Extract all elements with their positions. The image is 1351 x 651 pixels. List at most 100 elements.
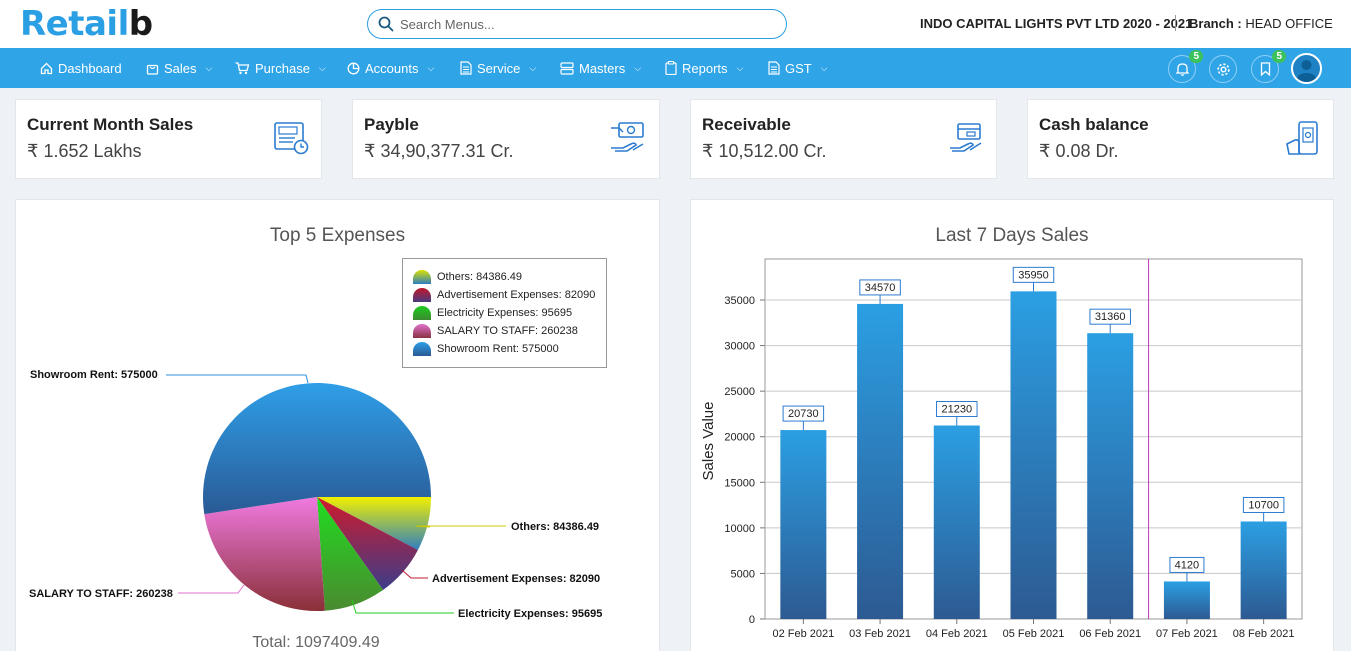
branch-info[interactable]: Branch : HEAD OFFICE: [1189, 16, 1333, 31]
slice-electricity[interactable]: [317, 497, 384, 611]
card-current-month-sales[interactable]: Current Month Sales ₹ 1.652 Lakhs: [15, 99, 322, 179]
nav-service[interactable]: Service ⌵: [460, 48, 536, 88]
card-payble[interactable]: Payble ₹ 34,90,377.31 Cr.: [352, 99, 660, 179]
slice-showroom-rent[interactable]: [203, 382, 431, 515]
sales-bar-chart: 0 5000 10000 15000 20000 25000 30000 35000 Sales…: [700, 258, 1303, 640]
notifications-badge: 5: [1189, 50, 1203, 63]
data-label: 10700: [1248, 499, 1279, 511]
y-tick-label: 10000: [724, 523, 755, 535]
x-tick-label: 08 Feb 2021: [1233, 628, 1295, 640]
bar[interactable]: [1087, 333, 1134, 619]
chevron-down-icon: ⌵: [318, 62, 326, 73]
search-icon: [378, 16, 394, 32]
slice-advertisement[interactable]: [317, 497, 418, 590]
pie-label-salary: SALARY TO STAFF: 260238: [29, 588, 173, 600]
bar[interactable]: [933, 425, 980, 619]
bar[interactable]: [1163, 581, 1210, 619]
data-label-box: [1012, 266, 1055, 283]
data-label-box: [936, 401, 978, 418]
y-tick-label: 0: [749, 614, 755, 626]
sale-calendar-icon: [274, 122, 309, 155]
notifications-button[interactable]: 5: [1168, 50, 1203, 83]
user-icon: [1296, 60, 1317, 82]
legend-item: Electricity Expenses: 95695: [413, 304, 572, 322]
bookmark-icon: [1260, 62, 1270, 76]
pie-label-advertisement: Advertisement Expenses: 82090: [432, 573, 601, 585]
leader-advertisement: [401, 569, 428, 579]
settings-button[interactable]: [1209, 55, 1237, 83]
search-input[interactable]: [400, 16, 760, 32]
nav-purchase[interactable]: Purchase ⌵: [235, 48, 326, 88]
data-label: 34570: [865, 282, 896, 294]
pie-label-electricity: Electricity Expenses: 95695: [458, 608, 603, 620]
panel-title: Last 7 Days Sales: [935, 225, 1089, 246]
data-label-box: [1089, 308, 1131, 325]
y-tick-label: 5000: [731, 568, 755, 580]
data-label-box: [859, 279, 901, 296]
card-cash-balance[interactable]: Cash balance ₹ 0.08 Dr.: [1027, 99, 1334, 179]
expenses-total: Total: 1097409.49: [252, 634, 380, 651]
top-expenses-panel: Top 5 Expenses Others: 84386.49 Advertis…: [15, 199, 660, 651]
x-tick-label: 02 Feb 2021: [772, 628, 834, 640]
card-title: Payble: [364, 115, 419, 134]
legend-swatch: [413, 270, 431, 284]
bar[interactable]: [780, 430, 827, 619]
bar[interactable]: [1010, 291, 1057, 619]
home-icon: [40, 62, 53, 74]
card-title: Cash balance: [1039, 115, 1149, 134]
nav-sales[interactable]: Sales ⌵: [146, 48, 212, 88]
slice-others[interactable]: [317, 497, 431, 550]
bar[interactable]: [857, 303, 904, 619]
company-name: INDO CAPITAL LIGHTS PVT LTD 2020 - 2021: [920, 16, 1193, 31]
app-logo[interactable]: Retailb: [20, 4, 153, 44]
data-label-box: [1242, 496, 1285, 513]
x-tick-label: 06 Feb 2021: [1079, 628, 1141, 640]
x-tick-label: 03 Feb 2021: [849, 628, 911, 640]
data-label: 4120: [1175, 559, 1199, 571]
pie-label-showroom-rent: Showroom Rent: 575000: [30, 369, 158, 381]
data-label: 31360: [1095, 311, 1126, 323]
server-icon: [560, 61, 574, 75]
bag-icon: [146, 64, 159, 75]
slice-salary[interactable]: [204, 497, 325, 611]
y-tick-label: 15000: [724, 477, 755, 489]
main-nav: Dashboard Sales ⌵ Purchase ⌵ Accounts ⌵ Ser…: [0, 48, 1351, 88]
nav-reports[interactable]: Reports ⌵: [665, 48, 743, 88]
avatar[interactable]: [1291, 53, 1322, 84]
data-label: 21230: [941, 404, 972, 416]
nav-masters[interactable]: Masters ⌵: [560, 48, 641, 88]
legend-item: Showroom Rent: 575000: [413, 340, 559, 358]
legend-swatch: [413, 324, 431, 338]
search-box[interactable]: [367, 9, 787, 39]
bookmarks-badge: 5: [1272, 50, 1286, 63]
y-tick-label: 25000: [724, 386, 755, 398]
card-title: Receivable: [702, 115, 791, 134]
chevron-down-icon: ⌵: [427, 62, 435, 73]
pie-label-others: Others: 84386.49: [511, 521, 600, 533]
bookmarks-button[interactable]: 5: [1251, 50, 1286, 83]
pie-icon: [347, 62, 360, 74]
chevron-down-icon: ⌵: [736, 62, 744, 73]
data-label: 35950: [1018, 269, 1049, 281]
legend-item: Advertisement Expenses: 82090: [413, 286, 595, 304]
mobile-cash-icon: [1286, 121, 1318, 155]
bell-icon: [1175, 63, 1189, 76]
nav-dashboard[interactable]: Dashboard: [40, 48, 122, 88]
cart-icon: [235, 61, 250, 74]
bar[interactable]: [1240, 521, 1287, 619]
card-receivable[interactable]: Receivable ₹ 10,512.00 Cr.: [690, 99, 997, 179]
panel-title: Top 5 Expenses: [269, 225, 406, 246]
nav-gst[interactable]: GST ⌵: [768, 48, 828, 88]
leader-electricity: [351, 599, 454, 614]
pie-legend: Others: 84386.49 Advertisement Expenses:…: [402, 258, 607, 368]
data-label-box: [782, 405, 825, 422]
nav-accounts[interactable]: Accounts ⌵: [347, 48, 434, 88]
leader-salary: [178, 584, 245, 594]
chevron-down-icon: ⌵: [634, 62, 642, 73]
x-tick-label: 05 Feb 2021: [1003, 628, 1065, 640]
legend-swatch: [413, 288, 431, 302]
data-label: 20730: [788, 408, 819, 420]
expenses-pie-chart: [166, 374, 506, 614]
cash-hand-icon: [611, 122, 644, 152]
card-value: ₹ 10,512.00 Cr.: [702, 141, 827, 161]
